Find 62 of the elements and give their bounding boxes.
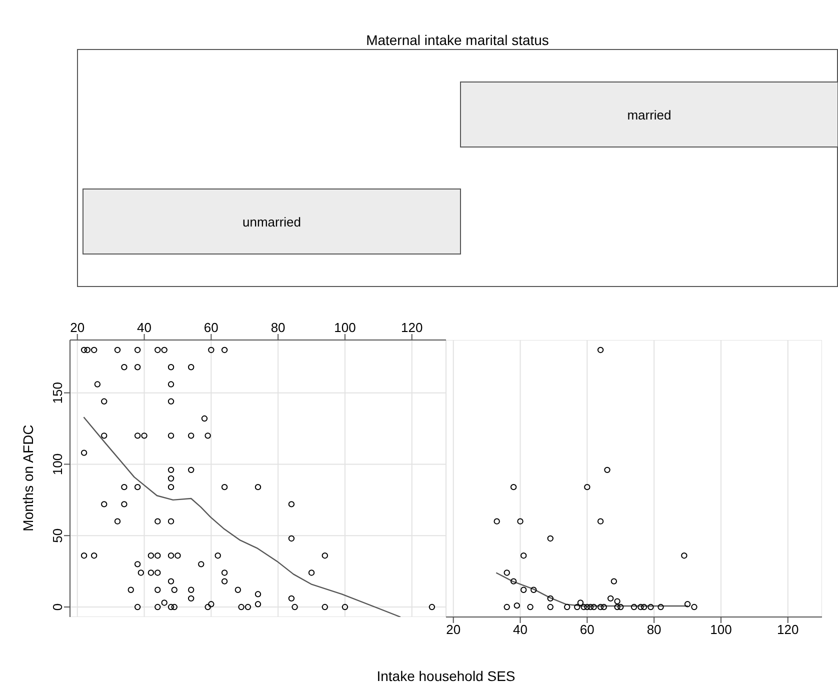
point	[610, 578, 618, 584]
point	[520, 586, 527, 593]
point	[577, 600, 584, 606]
point	[590, 604, 597, 610]
x-tick-label: 100	[334, 320, 356, 335]
point	[640, 604, 648, 610]
point	[648, 604, 654, 610]
x-tick-label: 80	[646, 622, 662, 638]
x-tick-label: 100	[710, 622, 732, 638]
point	[527, 604, 534, 610]
y-tick-label: 150	[50, 382, 65, 404]
point	[630, 604, 638, 610]
point	[597, 518, 604, 524]
point	[614, 604, 620, 610]
x-tick-label: 20	[70, 320, 85, 335]
point	[510, 578, 517, 584]
x-tick-label: 60	[580, 622, 594, 638]
point	[618, 604, 624, 610]
point	[681, 552, 688, 559]
point	[530, 586, 537, 593]
y-tick-label: 50	[50, 528, 65, 543]
point	[597, 346, 604, 354]
point	[638, 604, 644, 610]
category-label: unmarried	[242, 214, 302, 230]
point	[547, 535, 554, 542]
point	[494, 518, 500, 524]
x-tick-label: 40	[137, 320, 152, 335]
x-axis-title: Intake household SES	[376, 668, 516, 684]
point	[580, 604, 587, 610]
point	[597, 604, 604, 610]
x-tick-label: 120	[777, 622, 799, 638]
x-tick-label: 40	[513, 622, 528, 638]
point	[514, 602, 520, 609]
x-tick-label: 20	[446, 622, 461, 638]
y-tick-label: 100	[50, 453, 65, 476]
point	[564, 604, 570, 610]
point	[517, 518, 524, 524]
y-axis-title: Months on AFDC	[20, 424, 36, 534]
point	[504, 570, 510, 576]
point	[587, 604, 594, 610]
y-tick-label: 0	[50, 603, 65, 611]
point	[547, 604, 554, 610]
point	[607, 595, 614, 602]
point	[584, 484, 590, 490]
point	[574, 604, 580, 610]
text: Maternal intake marital status	[365, 32, 550, 48]
x-tick-label: 60	[204, 320, 218, 335]
point	[547, 595, 554, 602]
point	[600, 604, 607, 610]
point	[684, 601, 691, 608]
point	[510, 484, 517, 490]
category-label: married	[627, 108, 672, 122]
point	[520, 552, 527, 559]
x-tick-label: 120	[401, 320, 423, 335]
point	[504, 604, 510, 610]
point	[614, 598, 620, 604]
point	[604, 466, 610, 474]
x-tick-label: 80	[270, 320, 286, 335]
line-series	[83, 416, 402, 617]
point	[658, 604, 664, 610]
point	[584, 604, 590, 610]
point	[691, 604, 698, 610]
